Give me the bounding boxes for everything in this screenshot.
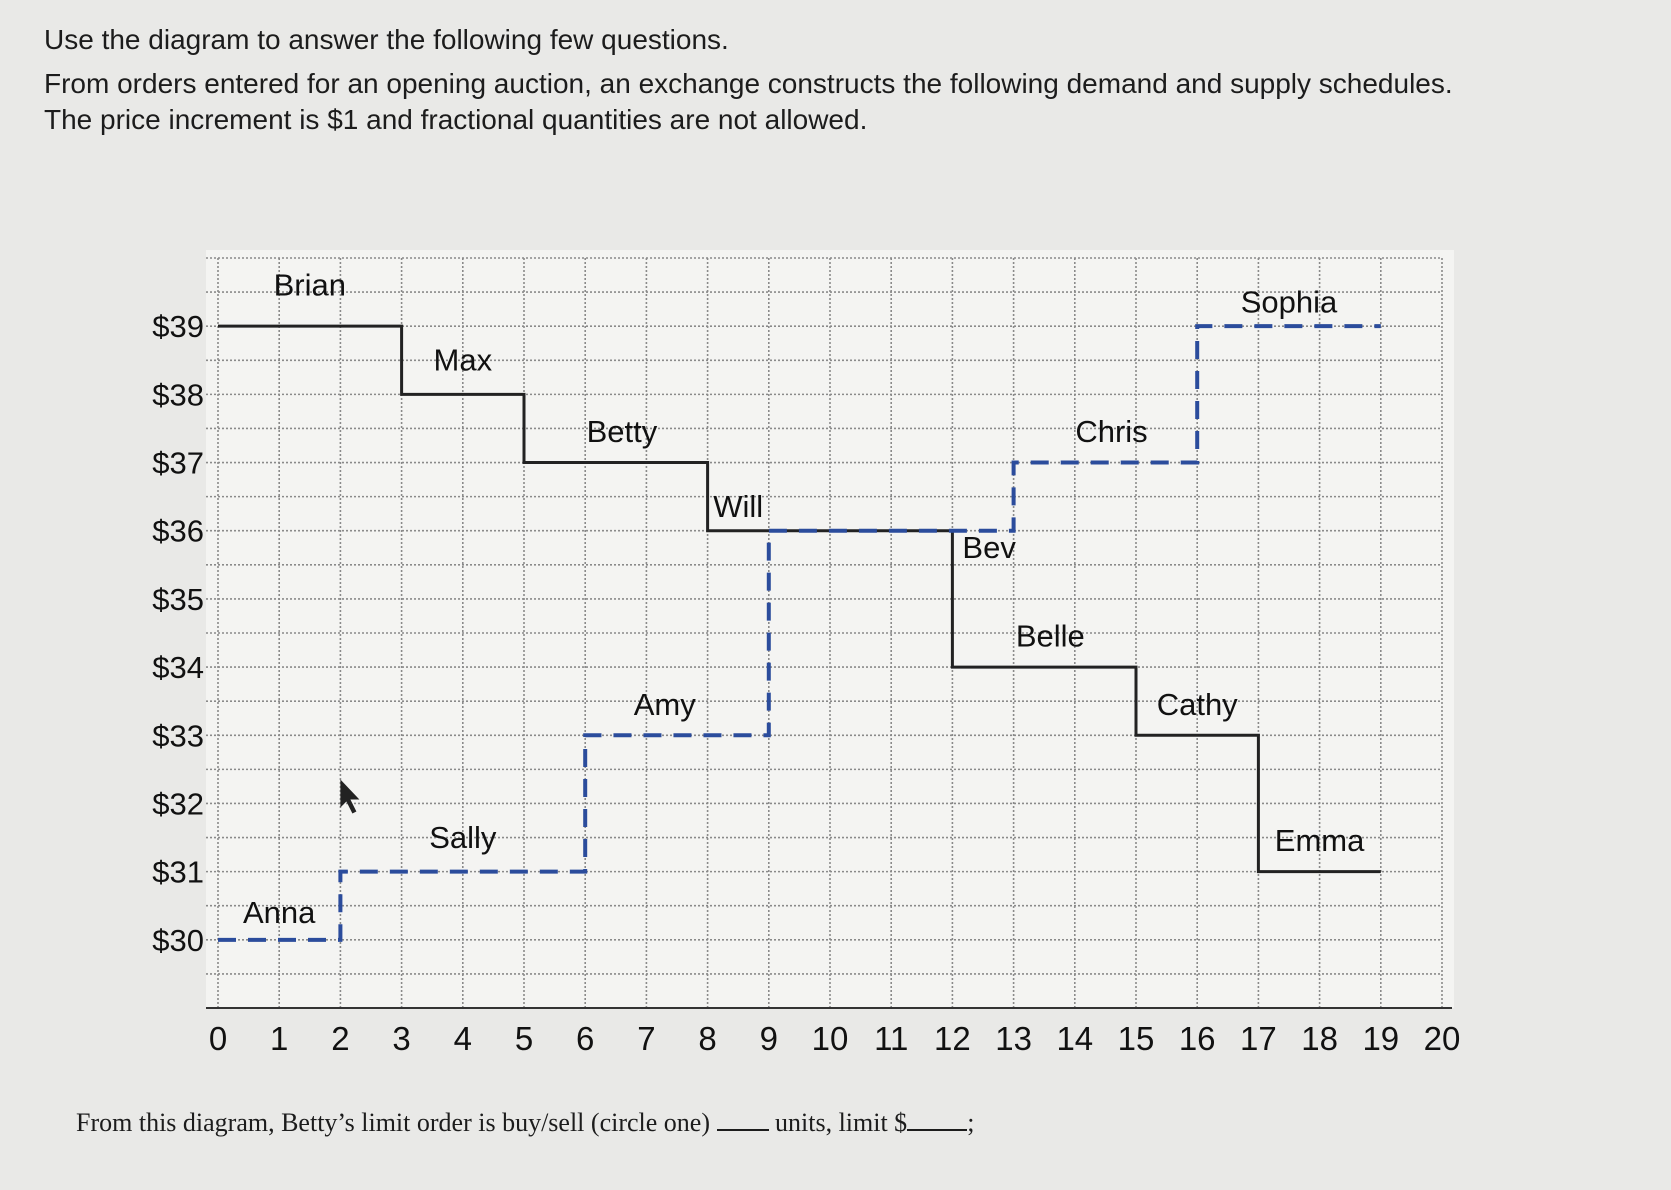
instruction-line-1: Use the diagram to answer the following … [44, 24, 729, 55]
x-tick-label: 2 [331, 1020, 349, 1057]
x-tick-label: 20 [1424, 1020, 1461, 1057]
x-tick-label: 13 [995, 1020, 1032, 1057]
y-tick-label: $38 [152, 377, 204, 412]
trader-label: Sophia [1241, 285, 1338, 320]
trader-label: Betty [587, 414, 658, 449]
trader-label: Brian [274, 268, 346, 303]
x-tick-label: 9 [760, 1020, 778, 1057]
x-tick-label: 10 [812, 1020, 849, 1057]
trader-label: Chris [1075, 414, 1147, 449]
question: From this diagram, Betty’s limit order i… [76, 1108, 974, 1138]
question-part-3: ; [967, 1108, 975, 1137]
x-tick-label: 16 [1179, 1020, 1216, 1057]
trader-label: Max [434, 343, 493, 378]
x-tick-label: 15 [1118, 1020, 1155, 1057]
y-tick-label: $39 [152, 309, 204, 344]
instruction-line-3: The price increment is $1 and fractional… [44, 104, 868, 135]
y-tick-label: $36 [152, 514, 204, 549]
mouse-cursor-icon [340, 779, 360, 814]
trader-label: Belle [1016, 619, 1085, 654]
limit-price-answer-blank[interactable] [907, 1109, 968, 1131]
x-tick-label: 1 [270, 1020, 288, 1057]
trader-label: Amy [634, 687, 697, 722]
y-tick-label: $32 [152, 786, 204, 821]
instruction-line-2: From orders entered for an opening aucti… [44, 68, 1453, 99]
x-tick-label: 14 [1056, 1020, 1093, 1057]
x-tick-label: 12 [934, 1020, 971, 1057]
x-tick-label: 17 [1240, 1020, 1277, 1057]
y-tick-label: $35 [152, 582, 204, 617]
trader-label: Anna [243, 895, 316, 930]
x-tick-label: 3 [392, 1020, 410, 1057]
y-tick-label: $37 [152, 446, 204, 481]
trader-label: Bev [962, 530, 1016, 565]
y-tick-label: $34 [152, 650, 204, 685]
y-tick-label: $30 [152, 923, 204, 958]
instructions: Use the diagram to answer the following … [44, 22, 1453, 138]
question-part-2: units, limit $ [775, 1108, 908, 1137]
x-tick-label: 8 [698, 1020, 716, 1057]
trader-label: Sally [429, 820, 497, 855]
question-part-1: From this diagram, Betty’s limit order i… [76, 1108, 710, 1137]
supply-step-line [218, 324, 1381, 942]
x-tick-label: 4 [454, 1020, 472, 1057]
trader-label: Emma [1275, 823, 1365, 858]
x-tick-label: 19 [1362, 1020, 1399, 1057]
x-tick-label: 7 [637, 1020, 655, 1057]
x-tick-label: 5 [515, 1020, 533, 1057]
x-tick-label: 11 [874, 1020, 908, 1057]
x-tick-label: 18 [1301, 1020, 1338, 1057]
y-tick-label: $33 [152, 718, 204, 753]
trader-label: Cathy [1157, 687, 1238, 722]
plot-area [206, 250, 1454, 1008]
y-tick-label: $31 [152, 855, 204, 890]
trader-label: Will [713, 489, 763, 524]
x-tick-label: 0 [209, 1020, 227, 1057]
x-tick-label: 6 [576, 1020, 594, 1057]
units-answer-blank[interactable] [716, 1109, 769, 1131]
